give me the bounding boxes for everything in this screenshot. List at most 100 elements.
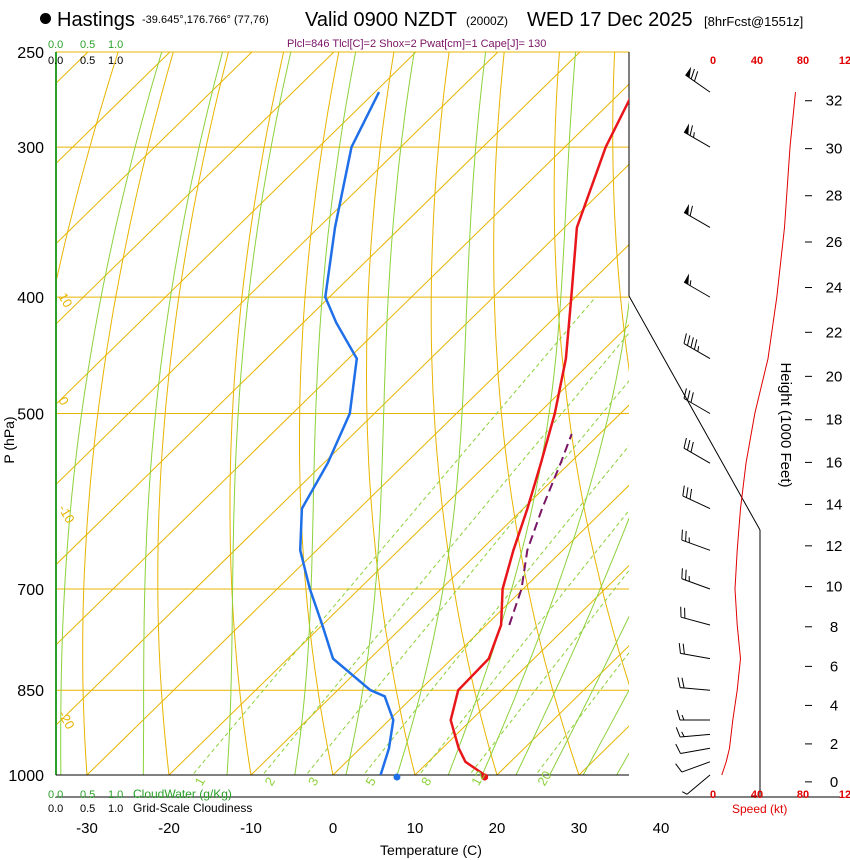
surface-markers [393, 773, 489, 781]
wind-speed-panel [721, 92, 796, 776]
cloudiness-label: Grid-Scale Cloudiness [133, 801, 252, 815]
dry-adiabat-line [56, 52, 119, 284]
speed-scale-bottom-label: 80 [797, 789, 809, 801]
pressure-tick-label: 500 [17, 407, 44, 424]
cloudiness-scale-top-label: 0.0 [48, 55, 63, 67]
wind-barb-feather [690, 392, 694, 403]
mixing-ratio-label: 3 [305, 774, 322, 788]
pressure-tick-label: 1000 [8, 768, 44, 785]
y-axis-label: P (hPa) [1, 416, 17, 463]
dry-adiabat-label: -10 [55, 502, 77, 526]
moist-adiabat-line [549, 615, 629, 775]
cloud-scale-top-label: 1.0 [108, 39, 123, 51]
pressure-tick-label: 700 [17, 582, 44, 599]
height-axis-label: Height (1000 Feet) [777, 362, 794, 487]
wind-barb-half-feather [689, 280, 692, 286]
moist-adiabat-line [481, 299, 629, 775]
wind-barb [683, 203, 711, 228]
isotherm-line [250, 404, 629, 775]
wind-barb-half-feather [693, 132, 695, 138]
moist-adiabat-line [616, 752, 629, 775]
speed-scale-top-label: 12 [839, 55, 850, 67]
wind-barbs [675, 66, 711, 795]
cloudiness-scale-top-label: 0.5 [80, 55, 95, 67]
parcel-line [508, 433, 573, 626]
height-tick-label: 16 [826, 454, 843, 471]
wind-barb [676, 709, 710, 721]
moist-adiabat-line [396, 52, 487, 775]
forecast-label: [8hrFcst@1551z] [704, 14, 804, 29]
dry-adiabat-label: 0 [55, 394, 72, 408]
wind-barb-staff [683, 131, 711, 148]
wind-barb [683, 388, 711, 414]
height-tick-label: 14 [826, 496, 843, 513]
wind-barb [675, 743, 711, 754]
mixing-ratio-label: 8 [418, 774, 435, 788]
wind-barb-feather [683, 437, 687, 449]
height-tick-label: 26 [826, 234, 843, 251]
wind-barb-feather [689, 488, 693, 500]
wind-barb-half-feather [697, 346, 700, 352]
cloud-scale-top-label: 0.0 [48, 39, 63, 51]
wind-barb-half-feather [681, 731, 685, 737]
wind-barb-staff [683, 398, 711, 414]
surface-dewpoint-marker [393, 773, 401, 781]
height-tick-label: 28 [826, 188, 843, 205]
height-tick-label: 24 [826, 280, 843, 297]
dry-adiabat-label: 10 [55, 290, 75, 310]
temperature-line [449, 97, 629, 775]
wind-barb [675, 727, 711, 738]
wind-barb-flag [685, 66, 692, 78]
isotherm-line [56, 52, 417, 405]
wind-barb-feather [685, 530, 687, 542]
valid-time: Valid 0900 NZDT [305, 9, 457, 31]
x-axis-label: Temperature (C) [380, 842, 482, 858]
wind-barb-feather [682, 485, 685, 496]
dry-adiabats [56, 52, 629, 775]
isotherm-line [56, 52, 253, 245]
station-dot-icon [40, 13, 51, 24]
isotherm-line [86, 243, 629, 775]
cloud-scale-bottom-label: 0.5 [80, 789, 95, 801]
dry-adiabat-line [82, 52, 174, 775]
height-tick-label: 6 [830, 658, 838, 675]
speed-scale-top-label: 80 [797, 55, 809, 67]
wind-barb-half-feather [681, 714, 685, 721]
x-tick-label: 40 [653, 820, 670, 837]
mixing-ratio-lines [191, 296, 629, 775]
height-tick-label: 4 [830, 697, 838, 714]
x-tick-label: 10 [407, 820, 424, 837]
isotherm-line [168, 324, 629, 775]
mixing-ratio-line [191, 296, 596, 775]
wind-barb-feather [693, 71, 699, 82]
wind-barb-feather [685, 487, 689, 498]
isotherm-line [332, 484, 629, 775]
speed-scale-top-label: 0 [710, 55, 716, 67]
wind-barb [683, 333, 711, 359]
wind-barb-feather [693, 339, 698, 350]
x-tick-label: -10 [240, 820, 262, 837]
wind-barb-feather [675, 763, 683, 773]
x-tick-label: -20 [158, 820, 180, 837]
isotherm-line [56, 52, 581, 566]
mixing-ratio-label: 12 [468, 768, 488, 788]
wind-barb-feather [690, 68, 695, 80]
wind-barb-feather [686, 390, 691, 401]
wind-barb-feather [675, 743, 681, 754]
speed-scale-bottom-label: 12 [839, 789, 850, 801]
wind-barb-feather [681, 568, 683, 579]
pressure-tick-label: 400 [17, 290, 44, 307]
dry-adiabat-line [493, 52, 580, 775]
isotherm-line [635, 31, 850, 801]
wind-barb-feather [676, 709, 681, 721]
wind-barb [682, 485, 711, 510]
wind-barb-staff [680, 733, 711, 738]
height-tick-label: 10 [826, 579, 843, 596]
isotherm-line [56, 163, 629, 726]
x-tick-label: 20 [489, 820, 506, 837]
cloudiness-scale-bottom-label: 1.0 [108, 803, 123, 815]
height-tick-label: 20 [826, 368, 843, 385]
wind-barb-staff [681, 539, 711, 551]
wind-barb-feather [690, 441, 694, 453]
wind-barb-staff [686, 774, 711, 795]
